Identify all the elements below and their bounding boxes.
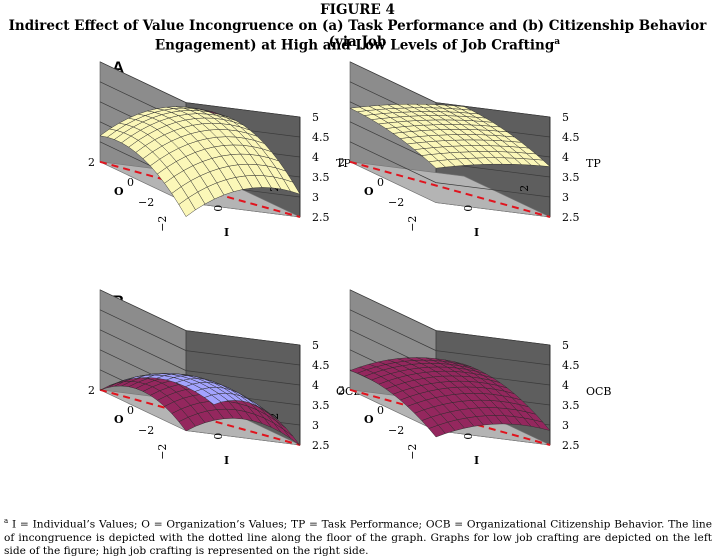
surface-cell	[204, 394, 222, 405]
o-tick-label: 2	[338, 384, 345, 397]
surface-cell	[454, 361, 472, 368]
wall-gridline	[349, 289, 551, 346]
wall-gridline	[99, 61, 301, 118]
o-tick-label: −2	[388, 424, 404, 437]
o-tick-label: 0	[377, 176, 384, 189]
z-tick-label: 4.5	[562, 359, 580, 372]
z-axis-label: TP	[586, 157, 601, 170]
o-tick-label: 0	[377, 404, 384, 417]
i-axis-label: I	[474, 226, 479, 239]
o-tick-label: 0	[127, 176, 134, 189]
incongruence-line	[99, 160, 301, 218]
z-tick-label: 4	[562, 151, 569, 164]
surface-mesh	[349, 103, 551, 169]
i-tick-label: 0	[462, 433, 475, 440]
o-axis-label: O	[114, 413, 124, 426]
z-tick-label: 3.5	[562, 171, 580, 184]
z-tick-label: 2.5	[562, 439, 580, 452]
figure-title-footnote-mark: a	[554, 37, 561, 47]
wall-gridline	[349, 309, 551, 366]
z-tick-label: 5	[312, 339, 319, 352]
i-tick-label: 2	[268, 413, 281, 420]
o-axis-label: O	[114, 185, 124, 198]
i-tick-label: −2	[156, 444, 169, 460]
z-tick-label: 3	[562, 191, 569, 204]
z-tick-label: 3.5	[562, 399, 580, 412]
o-tick-label: −2	[138, 424, 154, 437]
wall-gridline	[349, 61, 551, 118]
wall-gridline	[349, 141, 551, 198]
footnote-text: I = Individual’s Values; O = Organizatio…	[4, 518, 712, 557]
z-tick-label: 4	[562, 379, 569, 392]
figure-title-line2-text: Engagement) at High and Low Levels of Jo…	[154, 37, 555, 54]
o-tick-label: −2	[138, 196, 154, 209]
o-tick-label: −2	[388, 196, 404, 209]
surface-mesh	[349, 357, 551, 438]
i-axis-label: I	[224, 454, 229, 467]
surface-cell	[204, 110, 222, 116]
i-tick-label: 2	[518, 185, 531, 192]
z-axis-label: OCB	[586, 385, 612, 398]
incongruence-line	[99, 388, 301, 446]
z-tick-label: 5	[562, 111, 569, 124]
wall-gridline	[99, 329, 301, 386]
incongruence-line	[349, 388, 551, 446]
i-axis-label: I	[224, 226, 229, 239]
z-tick-label: 3.5	[312, 171, 330, 184]
z-tick-label: 4.5	[312, 131, 330, 144]
wall-gridline	[99, 309, 301, 366]
incongruence-line	[349, 160, 551, 218]
z-tick-label: 4.5	[312, 359, 330, 372]
i-tick-label: −2	[156, 216, 169, 232]
wall-gridline	[99, 289, 301, 346]
o-axis-label: O	[364, 413, 374, 426]
i-tick-label: 0	[212, 205, 225, 212]
i-tick-label: 0	[462, 205, 475, 212]
surface-cell	[454, 105, 472, 111]
z-tick-label: 3	[562, 419, 569, 432]
surface-mesh	[99, 373, 301, 446]
surface-mesh	[99, 106, 301, 217]
z-axis-label: TP	[336, 157, 351, 170]
o-tick-label: 0	[127, 404, 134, 417]
z-tick-label: 4.5	[562, 131, 580, 144]
o-axis-label: O	[364, 185, 374, 198]
figure-label: FIGURE 4	[320, 2, 395, 18]
z-tick-label: 2.5	[312, 211, 330, 224]
z-tick-label: 5	[312, 111, 319, 124]
o-tick-label: 2	[88, 384, 95, 397]
figure-title-line1: Indirect Effect of Value Incongruence on…	[8, 18, 707, 50]
z-tick-label: 3.5	[312, 399, 330, 412]
z-tick-label: 4	[312, 379, 319, 392]
footnote-mark: a	[4, 517, 9, 525]
z-tick-label: 2.5	[312, 439, 330, 452]
o-tick-label: 2	[88, 156, 95, 169]
z-tick-label: 4	[312, 151, 319, 164]
z-tick-label: 3	[312, 191, 319, 204]
z-tick-label: 2.5	[562, 211, 580, 224]
z-tick-label: 3	[312, 419, 319, 432]
z-tick-label: 5	[562, 339, 569, 352]
i-axis-label: I	[474, 454, 479, 467]
o-tick-label: 2	[338, 156, 345, 169]
i-tick-label: −2	[406, 444, 419, 460]
figure-footnote: a I = Individual’s Values; O = Organizat…	[4, 515, 712, 558]
i-tick-label: 0	[212, 433, 225, 440]
i-tick-label: −2	[406, 216, 419, 232]
figure-title-line2: Engagement) at High and Low Levels of Jo…	[0, 34, 715, 54]
